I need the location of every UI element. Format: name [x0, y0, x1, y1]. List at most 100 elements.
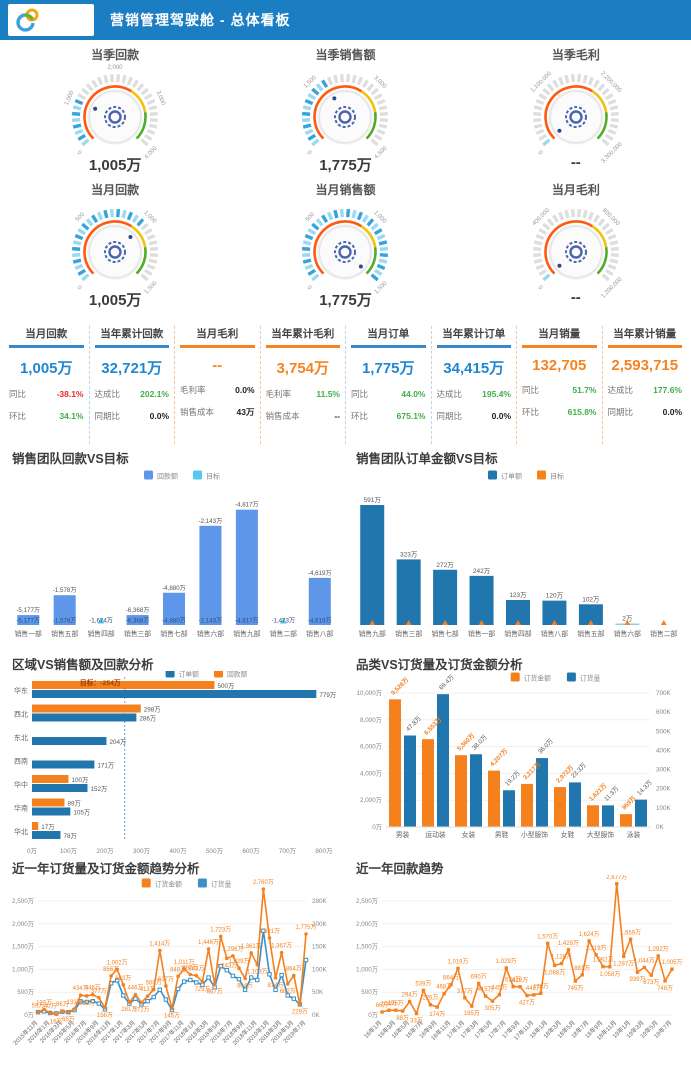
data-point[interactable] — [157, 987, 163, 992]
data-point[interactable] — [164, 984, 168, 988]
data-point[interactable] — [303, 957, 309, 963]
bar[interactable] — [578, 604, 603, 625]
data-point[interactable] — [212, 982, 217, 987]
data-point[interactable] — [66, 1010, 71, 1014]
data-point[interactable] — [267, 936, 272, 940]
data-point[interactable] — [72, 1007, 77, 1011]
bar[interactable] — [32, 784, 88, 792]
data-point[interactable] — [248, 975, 254, 980]
data-point[interactable] — [242, 987, 248, 992]
bar[interactable] — [32, 713, 137, 722]
data-point[interactable] — [255, 962, 260, 967]
data-point[interactable] — [594, 953, 598, 957]
legend-item[interactable]: 订货量 — [566, 672, 601, 683]
data-point[interactable] — [188, 977, 193, 983]
bar[interactable] — [433, 569, 458, 625]
data-point[interactable] — [236, 976, 242, 982]
data-point[interactable] — [621, 954, 626, 959]
bar[interactable] — [620, 814, 632, 827]
bar[interactable] — [32, 798, 65, 807]
bar[interactable] — [396, 559, 421, 625]
data-point[interactable] — [559, 961, 564, 966]
data-point[interactable] — [48, 1011, 52, 1015]
data-point[interactable] — [442, 991, 446, 996]
bar[interactable] — [32, 807, 71, 816]
data-point[interactable] — [78, 999, 83, 1004]
data-point[interactable] — [497, 993, 502, 997]
legend-item[interactable]: 回款额 — [214, 668, 248, 679]
data-point[interactable] — [206, 975, 211, 980]
gauge-chart[interactable]: 0 1,100,000 2,200,000 3,300,000 — [461, 63, 691, 168]
data-point[interactable] — [237, 966, 241, 970]
data-point[interactable] — [387, 1008, 391, 1012]
data-point[interactable] — [285, 993, 290, 998]
data-point[interactable] — [42, 1007, 46, 1012]
data-point[interactable] — [456, 966, 460, 971]
data-point[interactable] — [608, 965, 612, 969]
data-point[interactable] — [291, 996, 297, 1001]
data-point[interactable] — [145, 998, 150, 1004]
data-point[interactable] — [279, 972, 284, 978]
data-point[interactable] — [285, 982, 290, 986]
data-point[interactable] — [573, 979, 578, 983]
data-point[interactable] — [511, 984, 515, 989]
data-point[interactable] — [490, 999, 495, 1003]
bar[interactable] — [32, 690, 317, 698]
bar[interactable] — [503, 790, 515, 827]
data-point[interactable] — [127, 1000, 132, 1004]
bar[interactable] — [199, 525, 222, 625]
team-order-chart[interactable]: 订单额 目标 591万 销售九部 323万 销售三部 272万 销售七部 242万 销售一部 123… — [348, 465, 688, 658]
gauge-chart[interactable]: 0 400,000 800,000 1,200,000 — [461, 198, 691, 303]
data-point[interactable] — [476, 981, 481, 986]
bar[interactable] — [360, 505, 385, 625]
bar[interactable] — [32, 760, 95, 769]
gauge-chart[interactable]: 0 500 1,000 1,500 — [0, 198, 230, 303]
bar[interactable] — [126, 615, 149, 625]
data-point[interactable] — [194, 973, 199, 978]
bar[interactable] — [235, 509, 258, 625]
data-point[interactable] — [182, 967, 186, 971]
data-point[interactable] — [96, 1001, 102, 1006]
data-point[interactable] — [539, 991, 543, 995]
data-point[interactable] — [151, 994, 156, 1000]
data-point[interactable] — [546, 941, 550, 946]
data-point[interactable] — [304, 932, 308, 936]
order-trend-chart[interactable]: 订货金额 订货量 0万 500万 1,000万 1,500万 2,000万 2,500万 0K 5… — [4, 875, 344, 1065]
data-point[interactable] — [54, 1012, 59, 1017]
data-point[interactable] — [649, 973, 653, 977]
legend-item[interactable]: 目标 — [193, 470, 220, 481]
bar[interactable] — [17, 615, 40, 625]
bar[interactable] — [32, 737, 107, 745]
team-collection-chart[interactable]: 回款额 目标 -5,177万 -5,177万 销售一部 -1,578万 -1,578万 销售五… — [4, 465, 344, 658]
data-point[interactable] — [151, 987, 156, 992]
bar[interactable] — [437, 694, 449, 827]
data-point[interactable] — [163, 997, 169, 1002]
data-point[interactable] — [267, 972, 272, 977]
bar[interactable] — [521, 783, 533, 827]
data-point[interactable] — [36, 1010, 40, 1015]
data-point[interactable] — [225, 956, 229, 961]
data-point[interactable] — [97, 996, 101, 1000]
data-point[interactable] — [194, 980, 199, 985]
data-point[interactable] — [145, 994, 150, 998]
data-point[interactable] — [206, 947, 211, 951]
data-point[interactable] — [261, 928, 266, 933]
data-point[interactable] — [121, 982, 126, 987]
data-point[interactable] — [224, 968, 230, 973]
data-point[interactable] — [200, 979, 205, 984]
bar[interactable] — [163, 592, 185, 625]
bar[interactable] — [569, 782, 581, 827]
data-point[interactable] — [525, 993, 529, 998]
data-point[interactable] — [628, 937, 633, 942]
bar[interactable] — [469, 575, 494, 625]
bar[interactable] — [389, 699, 401, 827]
data-point[interactable] — [273, 987, 278, 992]
bar[interactable] — [404, 735, 416, 827]
data-point[interactable] — [121, 993, 126, 998]
data-point[interactable] — [663, 979, 667, 983]
category-chart[interactable]: 订货金额 订货量 0万 2,000万 4,000万 6,000万 8,000万 10,000万… — [348, 671, 688, 866]
data-point[interactable] — [587, 939, 591, 943]
data-point[interactable] — [483, 994, 488, 998]
data-point[interactable] — [84, 994, 89, 998]
data-point[interactable] — [380, 1010, 384, 1014]
